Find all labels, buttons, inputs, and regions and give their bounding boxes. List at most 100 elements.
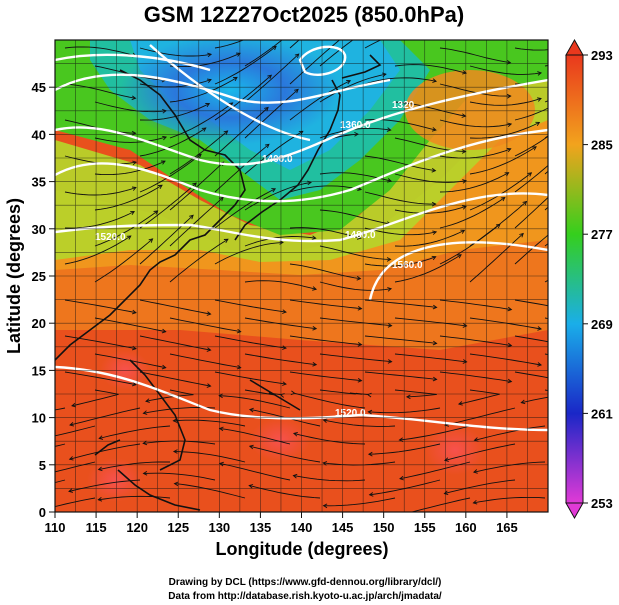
streamline <box>173 451 246 463</box>
streamline <box>444 479 516 495</box>
streamline-arrow <box>312 326 318 331</box>
streamline-arrow <box>357 342 363 347</box>
streamline-arrow <box>218 426 224 432</box>
streamline <box>394 229 465 247</box>
streamline <box>64 235 132 265</box>
streamline-arrow <box>97 466 103 472</box>
streamline-arrow <box>356 276 362 281</box>
streamline <box>244 389 281 396</box>
streamline <box>289 40 341 85</box>
streamline-arrow <box>271 188 277 193</box>
colorbar: 253 261 269 277 285 293 <box>565 38 613 520</box>
streamline-arrow <box>500 196 506 202</box>
x-tick-label: 110 <box>45 520 66 535</box>
y-tick-label: 30 <box>32 222 46 237</box>
streamline-arrow <box>462 359 468 364</box>
streamline <box>169 238 229 283</box>
streamline <box>473 496 546 504</box>
streamline-arrow <box>399 475 404 481</box>
streamline-arrow <box>507 122 513 128</box>
streamline-arrow <box>157 184 163 190</box>
streamline-arrow <box>142 471 148 476</box>
y-tick-label: 40 <box>32 127 46 142</box>
streamline-arrow <box>248 484 254 489</box>
streamline-arrow <box>366 392 372 398</box>
streamline <box>139 153 202 193</box>
streamline-arrow <box>160 160 166 165</box>
streamline <box>319 73 386 103</box>
streamline-arrow <box>612 365 616 369</box>
streamline-arrow <box>506 147 512 153</box>
streamline-arrow <box>443 457 449 462</box>
streamline <box>244 236 316 247</box>
streamline <box>289 263 361 280</box>
streamline-arrow <box>462 323 468 328</box>
streamline <box>139 47 212 57</box>
streamline-arrow <box>607 39 611 43</box>
streamline <box>55 497 96 508</box>
streamline-arrow <box>367 409 373 415</box>
streamline <box>249 445 321 463</box>
streamline-arrow <box>601 206 605 210</box>
colorbar-tick-label: 269 <box>591 317 613 332</box>
streamline-arrow <box>223 238 229 244</box>
streamline-arrow <box>131 381 137 387</box>
streamline-arrow <box>311 235 317 240</box>
streamline <box>399 425 471 441</box>
streamline-arrow <box>172 418 178 423</box>
streamline <box>439 119 512 128</box>
streamline <box>469 97 542 106</box>
streamline <box>94 184 163 211</box>
streamline-arrow <box>25 477 29 481</box>
streamline-arrow <box>472 499 478 505</box>
streamline <box>514 135 548 157</box>
streamline <box>514 335 548 343</box>
streamline-arrow <box>357 306 363 311</box>
streamline-arrow <box>443 490 449 496</box>
streamline <box>514 371 548 379</box>
y-tick-label: 20 <box>32 316 46 331</box>
x-tick-label: 160 <box>455 520 477 535</box>
streamline-arrow <box>460 229 466 234</box>
colorbar-tick-label: 261 <box>591 406 613 421</box>
streamline-arrow <box>356 235 362 240</box>
streamline <box>294 392 366 409</box>
streamline <box>94 210 158 247</box>
streamline-arrow <box>346 80 352 85</box>
streamline <box>94 238 153 283</box>
y-tick-label: 45 <box>32 80 46 95</box>
streamline-arrow <box>207 52 213 58</box>
streamline <box>368 443 441 455</box>
streamline <box>319 245 391 260</box>
streamline <box>169 52 241 68</box>
streamline <box>214 40 245 49</box>
y-tick-label: 35 <box>32 175 46 190</box>
streamline <box>64 187 137 196</box>
streamline-arrow <box>535 121 541 126</box>
streamline <box>394 353 467 363</box>
y-tick-label: 25 <box>32 269 46 284</box>
colorbar-tick-label: 253 <box>591 496 613 511</box>
streamline <box>68 479 141 492</box>
streamline-arrow <box>294 88 299 94</box>
streamline <box>169 353 241 369</box>
streamline <box>439 47 511 64</box>
streamline-arrow <box>97 497 103 502</box>
gridlines <box>55 40 548 512</box>
streamline-arrow <box>294 53 300 59</box>
streamline-arrow <box>162 135 167 141</box>
streamline-arrow <box>272 45 277 51</box>
streamline-arrow <box>532 146 537 151</box>
streamline-arrow <box>473 469 478 474</box>
streamline-arrow <box>368 492 374 497</box>
streamline-arrow <box>312 362 318 367</box>
y-tick-label: 15 <box>32 363 46 378</box>
chart-title: GSM 12Z27Oct2025 (850.0hPa) <box>144 2 464 27</box>
streamline-arrow <box>25 512 29 516</box>
x-tick-label: 125 <box>167 520 189 535</box>
streamline <box>469 121 540 139</box>
contour-label: 1360.0 <box>340 120 371 131</box>
streamline <box>64 335 136 350</box>
streamline-arrow <box>431 168 437 173</box>
streamline-arrow <box>131 95 137 101</box>
